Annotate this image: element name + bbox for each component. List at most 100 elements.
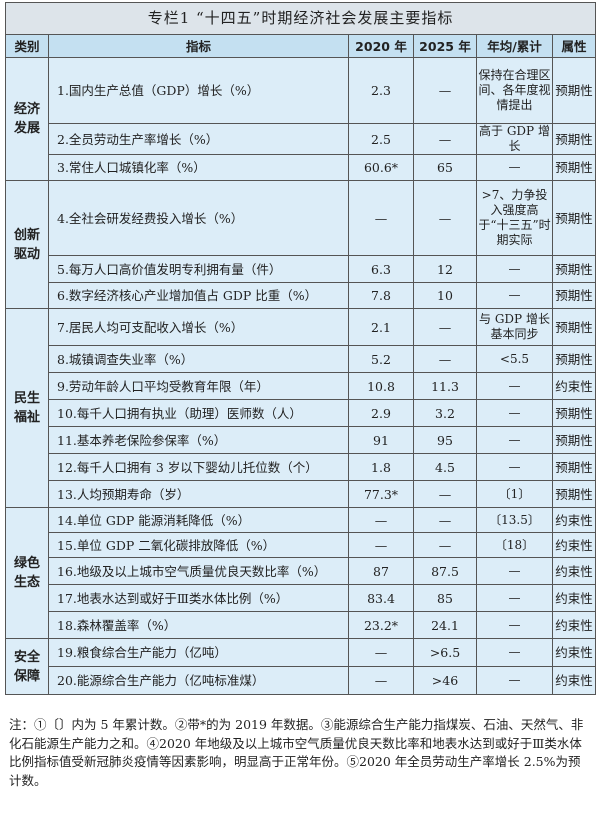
value-2025-cell: 11.3 bbox=[413, 372, 477, 400]
annual-cell: >7、力争投入强度高于“十三五”时期实际 bbox=[476, 180, 553, 256]
attribute-cell: 约束性 bbox=[551, 611, 597, 639]
value-2020-cell: 1.8 bbox=[348, 453, 414, 481]
table-row: 18.森林覆盖率（%） 23.2* 24.1— 约束性 bbox=[6, 611, 597, 639]
indicator-cell: 15.单位 GDP 二氧化碳排放降低（%） bbox=[48, 532, 349, 558]
annual-cell: — bbox=[476, 282, 553, 309]
value-2025-cell: — bbox=[413, 532, 477, 558]
table-notes: 注：①〔〕内为 5 年累计数。②带*的为 2019 年数据。③能源综合生产能力指… bbox=[9, 717, 584, 788]
table-row: 17.地表水达到或好于Ⅲ类水体比例（%） 83.4 85— 约束性 bbox=[6, 584, 597, 612]
header-attribute: 属性 bbox=[551, 34, 597, 58]
annual-cell: — bbox=[476, 372, 553, 400]
table-row: 6.数字经济核心产业增加值占 GDP 比重（%） 7.8 10— 预期性 bbox=[6, 282, 597, 309]
indicator-cell: 10.每千人口拥有执业（助理）医师数（人） bbox=[48, 399, 349, 427]
table-row: 8.城镇调查失业率（%） 5.2— <5.5 预期性 bbox=[6, 345, 597, 373]
table-row: 3.常住人口城镇化率（%） 60.6* 65— 预期性 bbox=[6, 154, 597, 181]
attribute-cell: 预期性 bbox=[551, 154, 597, 181]
table-row: 10.每千人口拥有执业（助理）医师数（人） 2.9 3.2— 预期性 bbox=[6, 399, 597, 427]
value-2025-cell: 85 bbox=[413, 584, 477, 612]
value-2020-cell: 2.9 bbox=[348, 399, 414, 427]
table-title: 专栏1 “十四五”时期经济社会发展主要指标 bbox=[4, 2, 597, 35]
table-row: 经济 发展 1.国内生产总值（GDP）增长（%） 2.3— 保持在合理区间、各年度视情… bbox=[5, 57, 597, 181]
annual-cell: 〔13.5〕 bbox=[476, 507, 553, 533]
value-2020-cell: 2.3 bbox=[348, 57, 414, 124]
attribute-cell: 预期性 bbox=[551, 57, 597, 124]
table-row: 创新 驱动 4.全社会研发经费投入增长（%） — — >7、力争投入强度高于“十三五”时… bbox=[5, 180, 597, 309]
value-2025-cell: 24.1 bbox=[413, 611, 477, 639]
indicator-cell: 9.劳动年龄人口平均受教育年限（年） bbox=[48, 372, 349, 400]
table-row: 11.基本养老保险参保率（%） 91 95— 预期性 bbox=[6, 426, 597, 454]
indicator-cell: 18.森林覆盖率（%） bbox=[48, 611, 349, 639]
header-category: 类别 bbox=[5, 34, 49, 58]
header-indicator: 指标 bbox=[48, 34, 349, 58]
value-2020-cell: 60.6* bbox=[348, 154, 414, 181]
value-2020-cell: 91 bbox=[348, 426, 414, 454]
value-2025-cell: — bbox=[413, 57, 477, 124]
value-2020-cell: — bbox=[348, 666, 414, 695]
attribute-cell: 预期性 bbox=[551, 123, 597, 155]
indicator-cell: 19.粮食综合生产能力（亿吨） bbox=[48, 638, 349, 667]
value-2025-cell: — bbox=[413, 123, 477, 155]
annual-cell: — bbox=[476, 638, 553, 667]
attribute-cell: 约束性 bbox=[551, 666, 597, 695]
value-2020-cell: — bbox=[348, 507, 414, 533]
indicator-cell: 12.每千人口拥有 3 岁以下婴幼儿托位数（个） bbox=[48, 453, 349, 481]
annual-cell: — bbox=[476, 399, 553, 427]
indicator-cell: 5.每万人口高价值发明专利拥有量（件） bbox=[48, 255, 349, 283]
value-2025-cell: 95 bbox=[413, 426, 477, 454]
annual-cell: — bbox=[476, 426, 553, 454]
indicator-cell: 13.人均预期寿命（岁） bbox=[48, 480, 349, 508]
value-2020-cell: 10.8 bbox=[348, 372, 414, 400]
annual-cell: — bbox=[476, 611, 553, 639]
header-annual: 年均/累计 bbox=[476, 34, 553, 58]
value-2025-cell: 87.5 bbox=[413, 557, 477, 585]
value-2020-cell: 2.1 bbox=[348, 308, 414, 346]
value-2025-cell: — bbox=[413, 345, 477, 373]
attribute-cell: 预期性 bbox=[551, 255, 597, 283]
value-2020-cell: 77.3* bbox=[348, 480, 414, 508]
value-2025-cell: — bbox=[413, 507, 477, 533]
category-cell: 绿色 生态 bbox=[5, 507, 49, 639]
annual-cell: — bbox=[476, 666, 553, 695]
indicator-cell: 3.常住人口城镇化率（%） bbox=[48, 154, 349, 181]
table-row: 安全 保障 19.粮食综合生产能力（亿吨） — >6.5— 约束性 bbox=[5, 638, 597, 695]
value-2020-cell: — bbox=[348, 532, 414, 558]
value-2020-cell: — bbox=[348, 638, 414, 667]
attribute-cell: 预期性 bbox=[551, 180, 597, 256]
attribute-cell: 约束性 bbox=[551, 557, 597, 585]
value-2025-cell: — bbox=[413, 480, 477, 508]
attribute-cell: 约束性 bbox=[551, 584, 597, 612]
attribute-cell: 约束性 bbox=[551, 638, 597, 667]
attribute-cell: 约束性 bbox=[551, 372, 597, 400]
value-2025-cell: — bbox=[413, 180, 477, 256]
attribute-cell: 预期性 bbox=[551, 480, 597, 508]
indicator-cell: 14.单位 GDP 能源消耗降低（%） bbox=[48, 507, 349, 533]
annual-cell: 与 GDP 增长基本同步 bbox=[476, 308, 553, 346]
annual-cell: 〔1〕 bbox=[476, 480, 553, 508]
value-2025-cell: 10 bbox=[413, 282, 477, 309]
annual-cell: — bbox=[476, 453, 553, 481]
attribute-cell: 约束性 bbox=[551, 507, 597, 533]
attribute-cell: 预期性 bbox=[551, 345, 597, 373]
annual-cell: 高于 GDP 增长 bbox=[476, 123, 553, 155]
value-2020-cell: 83.4 bbox=[348, 584, 414, 612]
value-2025-cell: — bbox=[413, 308, 477, 346]
table-row: 13.人均预期寿命（岁） 77.3* — 〔1〕 预期性 bbox=[6, 480, 597, 508]
indicator-cell: 17.地表水达到或好于Ⅲ类水体比例（%） bbox=[48, 584, 349, 612]
indicator-table-container: 专栏1 “十四五”时期经济社会发展主要指标 类别 指标 2020 年 2025 … bbox=[4, 2, 597, 695]
table-row: 16.地级及以上城市空气质量优良天数比率（%） 87 87.5— 约束性 bbox=[6, 557, 597, 585]
table-row: 民生 福祉 7.居民人均可支配收入增长（%） 2.1— 与 GDP 增长基本同步 预期性 bbox=[5, 308, 597, 508]
annual-cell: — bbox=[476, 255, 553, 283]
value-2025-cell: 4.5 bbox=[413, 453, 477, 481]
category-cell: 经济 发展 bbox=[5, 57, 49, 181]
annual-cell: 保持在合理区间、各年度视情提出 bbox=[476, 57, 553, 124]
annual-cell: — bbox=[476, 584, 553, 612]
indicator-cell: 11.基本养老保险参保率（%） bbox=[48, 426, 349, 454]
indicator-cell: 20.能源综合生产能力（亿吨标准煤） bbox=[48, 666, 349, 695]
attribute-cell: 预期性 bbox=[551, 426, 597, 454]
value-2025-cell: >6.5 bbox=[413, 638, 477, 667]
annual-cell: <5.5 bbox=[476, 345, 553, 373]
indicator-cell: 16.地级及以上城市空气质量优良天数比率（%） bbox=[48, 557, 349, 585]
annual-cell: — bbox=[476, 557, 553, 585]
category-cell: 创新 驱动 bbox=[5, 180, 49, 309]
value-2025-cell: 12 bbox=[413, 255, 477, 283]
